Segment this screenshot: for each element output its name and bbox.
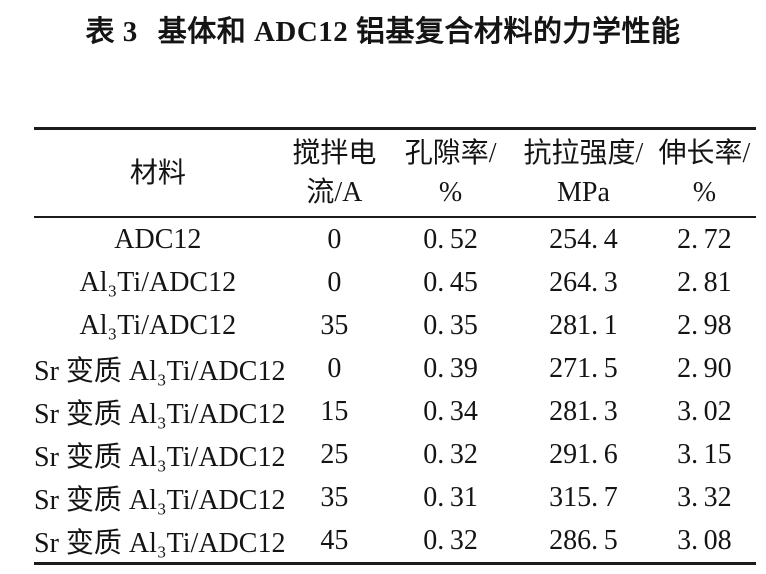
col-header-porosity-line2: % — [438, 177, 463, 208]
col-header-material-label: 材料 — [129, 157, 186, 189]
header-row: 材料 搅拌电 流/A 孔隙率/ % 抗拉强度/ MPa 伸长率/ % — [34, 128, 756, 218]
table-row: Sr 变质 Al₃Ti/ADC12 25 0. 32 291. 6 3. 15 — [34, 433, 756, 476]
cell-current: 35 — [320, 481, 349, 513]
cell-current: 0 — [327, 223, 342, 255]
cell-tensile: 254. 4 — [549, 223, 618, 255]
col-header-tensile-strength-line1: 抗拉强度/ — [523, 138, 644, 169]
table-row: Sr 变质 Al₃Ti/ADC12 15 0. 34 281. 3 3. 02 — [34, 390, 756, 433]
cell-porosity: 0. 39 — [423, 352, 478, 384]
cell-material: Al₃Ti/ADC12 — [79, 266, 237, 298]
cell-current: 0 — [327, 352, 342, 384]
col-header-porosity: 孔隙率/ % — [387, 128, 515, 218]
cell-elongation: 3. 32 — [677, 481, 732, 513]
cell-material: Sr 变质 Al₃Ti/ADC12 — [34, 355, 286, 387]
cell-elongation: 2. 81 — [677, 266, 732, 298]
col-header-porosity-line1: 孔隙率/ — [404, 138, 497, 169]
cell-porosity: 0. 52 — [423, 223, 478, 255]
col-header-material: 材料 — [34, 128, 282, 218]
cell-tensile: 281. 3 — [549, 395, 618, 427]
cell-material: Sr 变质 Al₃Ti/ADC12 — [34, 441, 286, 473]
cell-tensile: 291. 6 — [549, 438, 618, 470]
col-header-elongation: 伸长率/ % — [652, 128, 756, 218]
table-caption-tag: 表 3 — [85, 16, 138, 48]
cell-material: Al₃Ti/ADC12 — [79, 309, 237, 341]
cell-elongation: 2. 90 — [677, 352, 732, 384]
cell-tensile: 315. 7 — [549, 481, 618, 513]
col-header-stirring-current: 搅拌电 流/A — [281, 128, 388, 218]
cell-current: 0 — [327, 266, 342, 298]
table-row: Sr 变质 Al₃Ti/ADC12 45 0. 32 286. 5 3. 08 — [34, 519, 756, 564]
cell-porosity: 0. 35 — [423, 309, 478, 341]
cell-current: 45 — [320, 524, 349, 556]
table-row: Sr 变质 Al₃Ti/ADC12 0 0. 39 271. 5 2. 90 — [34, 347, 756, 390]
cell-porosity: 0. 32 — [423, 438, 478, 470]
table-row: ADC12 0 0. 52 254. 4 2. 72 — [34, 217, 756, 261]
cell-current: 35 — [320, 309, 349, 341]
cell-tensile: 271. 5 — [549, 352, 618, 384]
cell-elongation: 2. 98 — [677, 309, 732, 341]
cell-elongation: 3. 02 — [677, 395, 732, 427]
col-header-tensile-strength: 抗拉强度/ MPa — [514, 128, 653, 218]
cell-porosity: 0. 32 — [423, 524, 478, 556]
table-caption-text: 基体和 ADC12 铝基复合材料的力学性能 — [157, 16, 681, 48]
cell-elongation: 3. 08 — [677, 524, 732, 556]
cell-material: Sr 变质 Al₃Ti/ADC12 — [34, 398, 286, 430]
table-row: Sr 变质 Al₃Ti/ADC12 35 0. 31 315. 7 3. 32 — [34, 476, 756, 519]
table-row: Al₃Ti/ADC12 35 0. 35 281. 1 2. 98 — [34, 304, 756, 347]
cell-elongation: 3. 15 — [677, 438, 732, 470]
cell-current: 25 — [320, 438, 349, 470]
cell-current: 15 — [320, 395, 349, 427]
table-body: ADC12 0 0. 52 254. 4 2. 72 Al₃Ti/ADC12 0 0. 45 2… — [34, 217, 756, 564]
cell-material: Sr 变质 Al₃Ti/ADC12 — [34, 527, 286, 559]
cell-porosity: 0. 34 — [423, 395, 478, 427]
cell-tensile: 281. 1 — [549, 309, 618, 341]
cell-tensile: 286. 5 — [549, 524, 618, 556]
col-header-stirring-current-line1: 搅拌电 — [292, 138, 377, 169]
table-row: Al₃Ti/ADC12 0 0. 45 264. 3 2. 81 — [34, 261, 756, 304]
cell-porosity: 0. 45 — [423, 266, 478, 298]
cell-material: ADC12 — [114, 223, 202, 255]
col-header-elongation-line1: 伸长率/ — [658, 138, 751, 169]
col-header-stirring-current-line2: 流/A — [306, 177, 363, 208]
mechanical-properties-table: 材料 搅拌电 流/A 孔隙率/ % 抗拉强度/ MPa 伸长率/ % ADC12… — [34, 127, 756, 565]
cell-material: Sr 变质 Al₃Ti/ADC12 — [34, 484, 286, 516]
cell-elongation: 2. 72 — [677, 223, 732, 255]
table-caption: 表 3 基体和 ADC12 铝基复合材料的力学性能 — [0, 8, 766, 50]
cell-tensile: 264. 3 — [549, 266, 618, 298]
col-header-tensile-strength-line2: MPa — [556, 177, 610, 208]
cell-porosity: 0. 31 — [423, 481, 478, 513]
col-header-elongation-line2: % — [692, 177, 717, 208]
